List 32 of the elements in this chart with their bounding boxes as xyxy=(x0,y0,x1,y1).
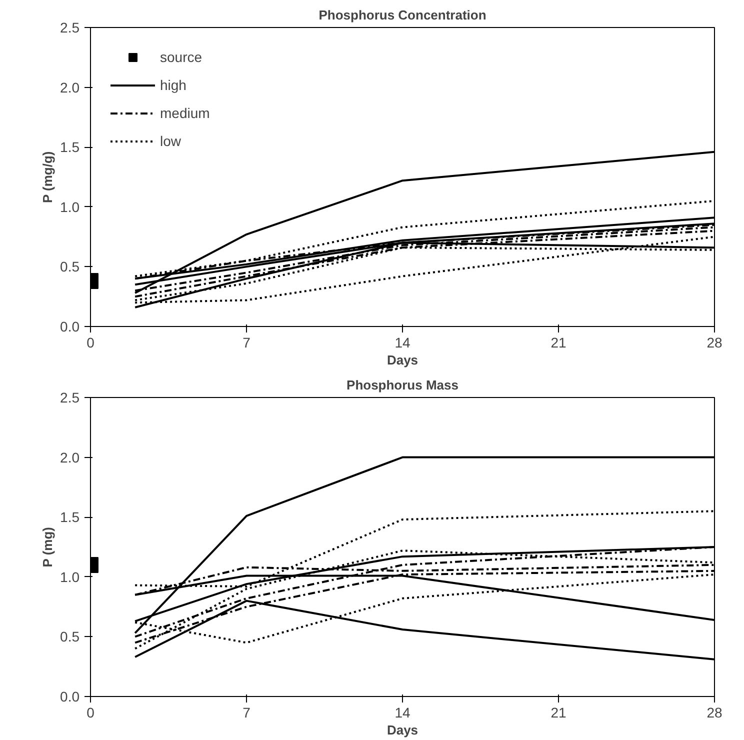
legend-label: high xyxy=(160,77,186,93)
y-tick-label: 1.0 xyxy=(60,198,80,215)
y-tick-label: 1.5 xyxy=(60,139,80,156)
y-tick-label: 0.0 xyxy=(60,318,80,334)
x-tick-label: 0 xyxy=(86,704,95,720)
chart-title: Phosphorus Concentration xyxy=(318,8,486,22)
x-tick-label: 7 xyxy=(242,334,251,350)
y-tick-label: 2.5 xyxy=(60,390,80,406)
y-tick-label: 0.5 xyxy=(60,258,80,275)
legend-label: medium xyxy=(160,105,210,121)
legend-label: source xyxy=(160,49,202,65)
x-tick-label: 14 xyxy=(394,704,410,720)
y-tick-label: 1.0 xyxy=(60,568,80,585)
y-tick-label: 2.0 xyxy=(60,79,80,96)
legend-label: low xyxy=(160,133,182,149)
y-tick-label: 2.5 xyxy=(60,20,80,36)
chart-title: Phosphorus Mass xyxy=(346,378,458,392)
x-axis-title: Days xyxy=(386,722,418,738)
x-axis-title: Days xyxy=(386,352,418,368)
y-tick-label: 0.0 xyxy=(60,688,80,704)
x-tick-label: 28 xyxy=(706,704,722,720)
y-tick-label: 1.5 xyxy=(60,509,80,526)
y-axis-title: P (mg/g) xyxy=(40,151,56,203)
x-tick-label: 7 xyxy=(242,704,251,720)
x-tick-label: 21 xyxy=(550,704,566,720)
x-tick-label: 0 xyxy=(86,334,95,350)
x-tick-label: 14 xyxy=(394,334,410,350)
x-tick-label: 21 xyxy=(550,334,566,350)
x-tick-label: 28 xyxy=(706,334,722,350)
y-tick-label: 0.5 xyxy=(60,628,80,645)
y-tick-label: 2.0 xyxy=(60,449,80,466)
y-axis-title: P (mg) xyxy=(40,527,56,568)
